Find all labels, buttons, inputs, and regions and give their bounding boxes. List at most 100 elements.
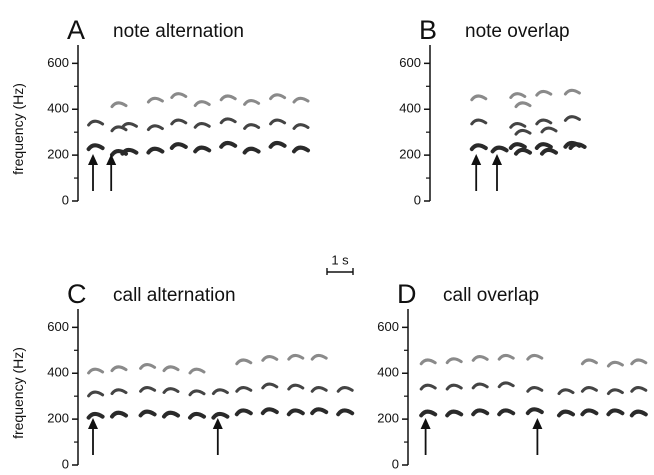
note-harmonic xyxy=(87,390,105,398)
note-harmonic xyxy=(287,353,305,361)
note-harmonic xyxy=(286,408,305,417)
note-harmonic xyxy=(514,101,532,109)
note-harmonic xyxy=(146,96,164,104)
arrow-head xyxy=(532,418,543,429)
scale-label: 1 s xyxy=(331,252,349,267)
note-harmonic xyxy=(336,408,355,417)
note-harmonic xyxy=(162,410,180,419)
note-harmonic xyxy=(261,382,279,390)
note-harmonic xyxy=(470,118,488,126)
panel-title: call alternation xyxy=(113,285,236,306)
note-harmonic xyxy=(146,146,165,155)
note-harmonic xyxy=(242,146,261,155)
note-harmonic xyxy=(445,383,463,391)
note-harmonic xyxy=(419,358,437,366)
y-tick-label: 0 xyxy=(414,192,421,207)
note-harmonic xyxy=(162,387,180,394)
y-tick-label: 400 xyxy=(399,101,421,116)
y-tick-label: 400 xyxy=(47,101,69,116)
note-harmonic xyxy=(471,408,490,417)
note-harmonic xyxy=(170,92,188,99)
note-harmonic xyxy=(193,145,212,154)
y-tick-label: 600 xyxy=(47,55,69,70)
note-harmonic xyxy=(219,117,237,125)
note-harmonic xyxy=(526,386,544,393)
panel-letter: B xyxy=(419,15,437,45)
note-harmonic xyxy=(110,410,128,419)
note-harmonic xyxy=(211,388,229,396)
panel-title: call overlap xyxy=(443,285,539,306)
y-tick-label: 200 xyxy=(47,147,69,162)
panel-letter: C xyxy=(67,279,87,309)
note-harmonic xyxy=(86,411,105,420)
note-harmonic xyxy=(606,408,625,417)
arrow-head xyxy=(212,418,223,429)
note-harmonic xyxy=(234,408,253,417)
note-harmonic xyxy=(310,407,329,416)
note-harmonic xyxy=(162,365,180,373)
note-harmonic xyxy=(146,124,164,132)
note-harmonic xyxy=(629,409,648,418)
arrow-head xyxy=(106,154,117,165)
note-harmonic xyxy=(169,142,188,150)
note-harmonic xyxy=(170,118,188,126)
note-harmonic xyxy=(526,353,544,361)
note-harmonic xyxy=(497,353,515,361)
note-harmonic xyxy=(87,119,105,127)
note-harmonic xyxy=(471,355,489,362)
note-harmonic xyxy=(514,128,532,136)
note-harmonic xyxy=(535,118,553,126)
panel-title: note alternation xyxy=(113,21,244,42)
note-harmonic xyxy=(568,142,587,150)
note-harmonic xyxy=(525,407,544,416)
note-harmonic xyxy=(606,388,624,396)
note-harmonic xyxy=(292,96,310,104)
note-harmonic xyxy=(514,147,532,156)
note-harmonic xyxy=(211,411,230,420)
note-harmonic xyxy=(469,143,488,152)
note-harmonic xyxy=(193,122,211,129)
note-harmonic xyxy=(497,381,515,389)
y-tick-label: 600 xyxy=(47,319,69,334)
note-harmonic xyxy=(557,388,575,396)
panel-title: note overlap xyxy=(465,21,570,42)
panel-letter: D xyxy=(397,279,417,309)
y-tick-label: 0 xyxy=(392,456,399,471)
note-harmonic xyxy=(497,408,516,417)
note-harmonic xyxy=(260,407,279,416)
note-harmonic xyxy=(268,141,287,149)
arrow-head xyxy=(88,418,98,429)
y-tick-label: 0 xyxy=(62,192,69,207)
note-harmonic xyxy=(261,355,279,362)
note-harmonic xyxy=(110,365,128,373)
note-harmonic xyxy=(630,358,648,366)
note-harmonic xyxy=(110,101,128,109)
note-harmonic xyxy=(580,386,598,393)
note-harmonic xyxy=(540,147,558,156)
note-harmonic xyxy=(219,141,238,149)
note-harmonic xyxy=(188,411,206,420)
panel-letter: A xyxy=(67,15,85,45)
note-harmonic xyxy=(139,363,157,370)
y-tick-label: 200 xyxy=(377,411,399,426)
note-harmonic xyxy=(490,145,509,154)
note-harmonic xyxy=(580,358,598,366)
note-harmonic xyxy=(509,92,527,99)
arrow-head xyxy=(420,418,431,429)
y-tick-label: 600 xyxy=(377,319,399,334)
note-harmonic xyxy=(534,142,553,150)
note-harmonic xyxy=(535,89,553,97)
note-harmonic xyxy=(188,389,206,397)
note-harmonic xyxy=(563,115,581,122)
note-harmonic xyxy=(310,386,328,393)
note-harmonic xyxy=(86,143,105,152)
note-harmonic xyxy=(219,94,237,102)
note-harmonic xyxy=(287,383,305,391)
note-harmonic xyxy=(557,409,575,418)
note-harmonic xyxy=(471,382,489,390)
note-harmonic xyxy=(580,408,599,417)
note-harmonic xyxy=(243,123,261,130)
note-harmonic xyxy=(193,100,211,107)
note-harmonic xyxy=(110,388,128,396)
